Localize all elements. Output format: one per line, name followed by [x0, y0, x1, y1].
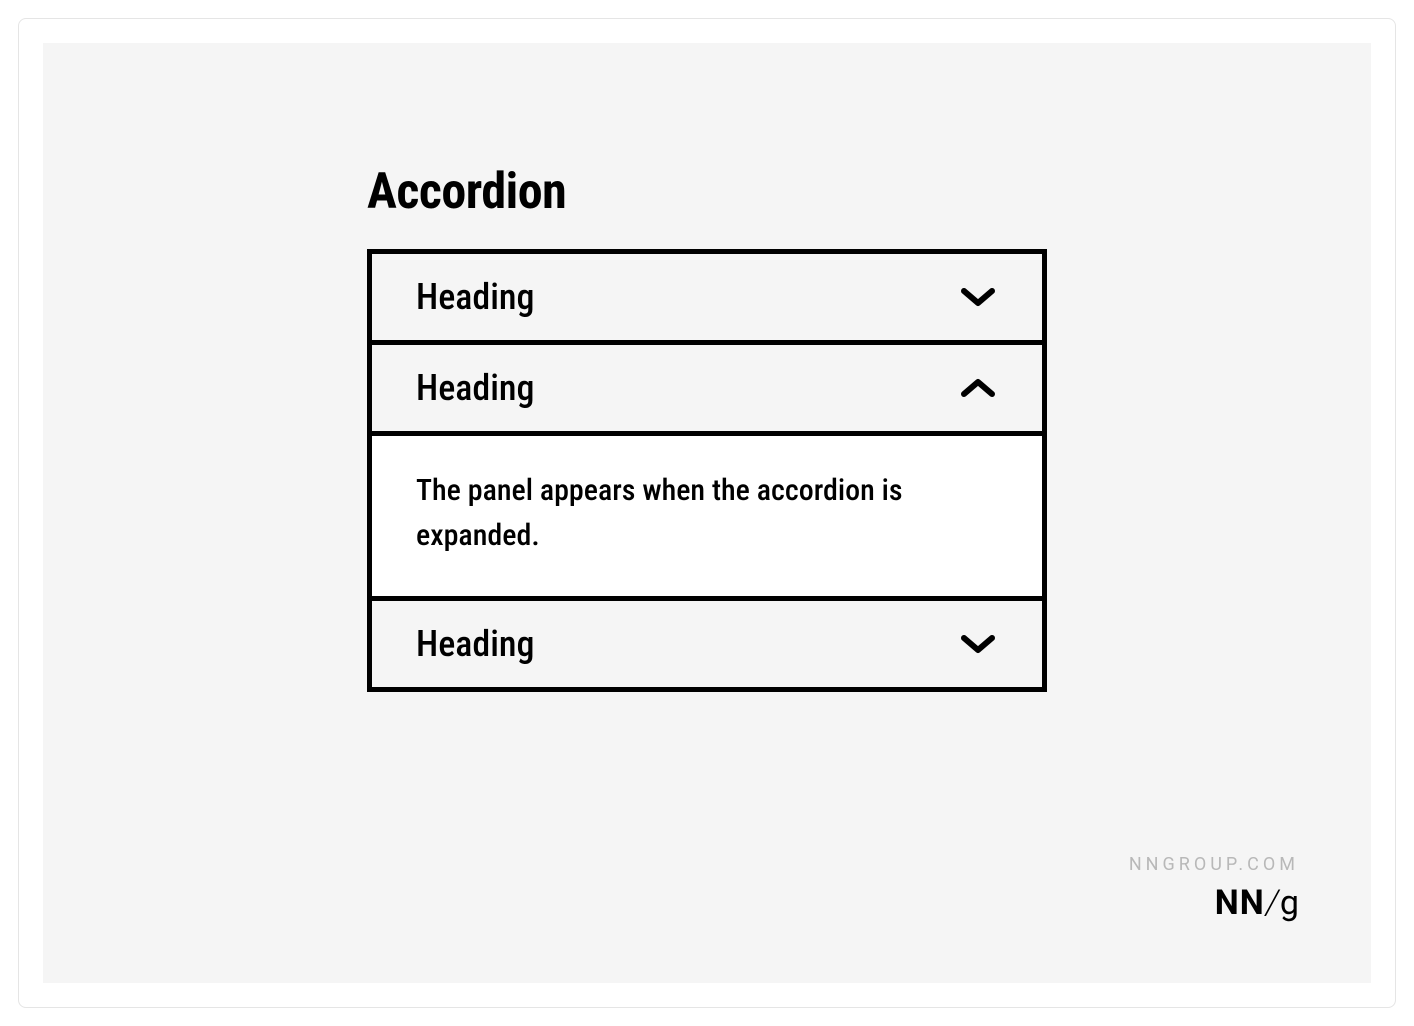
accordion-heading-label: Heading [416, 367, 534, 409]
chevron-down-icon [958, 632, 998, 656]
accordion-container: Heading Heading The panel appears when t… [367, 249, 1047, 692]
chevron-down-icon [958, 285, 998, 309]
canvas: Accordion Heading Heading The panel appe… [43, 43, 1371, 983]
attribution: NNGROUP.COM NN/g [1129, 854, 1299, 923]
accordion-panel-1: The panel appears when the accordion is … [372, 431, 1042, 596]
accordion-header-1[interactable]: Heading [372, 340, 1042, 431]
logo-nn: NN [1215, 883, 1265, 923]
attribution-logo: NN/g [1129, 883, 1299, 923]
accordion-heading-label: Heading [416, 623, 534, 665]
logo-slash: / [1266, 883, 1279, 923]
accordion-diagram: Accordion Heading Heading The panel appe… [367, 163, 1047, 692]
outer-frame: Accordion Heading Heading The panel appe… [18, 18, 1396, 1008]
diagram-title: Accordion [367, 163, 1047, 221]
logo-g: g [1280, 883, 1299, 923]
attribution-url: NNGROUP.COM [1129, 854, 1299, 875]
accordion-heading-label: Heading [416, 276, 534, 318]
accordion-header-2[interactable]: Heading [372, 596, 1042, 687]
accordion-header-0[interactable]: Heading [372, 254, 1042, 340]
chevron-up-icon [958, 376, 998, 400]
accordion-panel-text: The panel appears when the accordion is … [416, 468, 998, 558]
